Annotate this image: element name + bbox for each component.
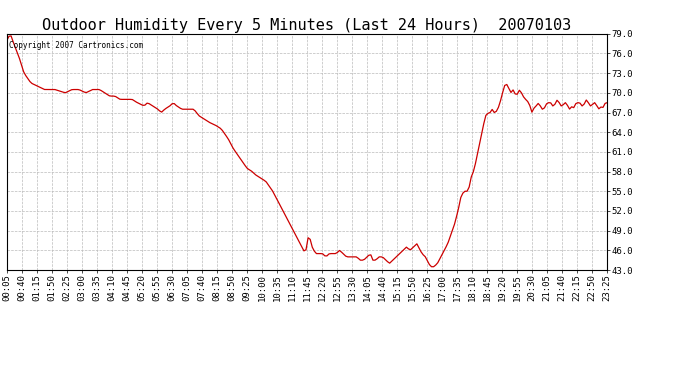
Title: Outdoor Humidity Every 5 Minutes (Last 24 Hours)  20070103: Outdoor Humidity Every 5 Minutes (Last 2… — [42, 18, 572, 33]
Text: Copyright 2007 Cartronics.com: Copyright 2007 Cartronics.com — [9, 41, 143, 50]
